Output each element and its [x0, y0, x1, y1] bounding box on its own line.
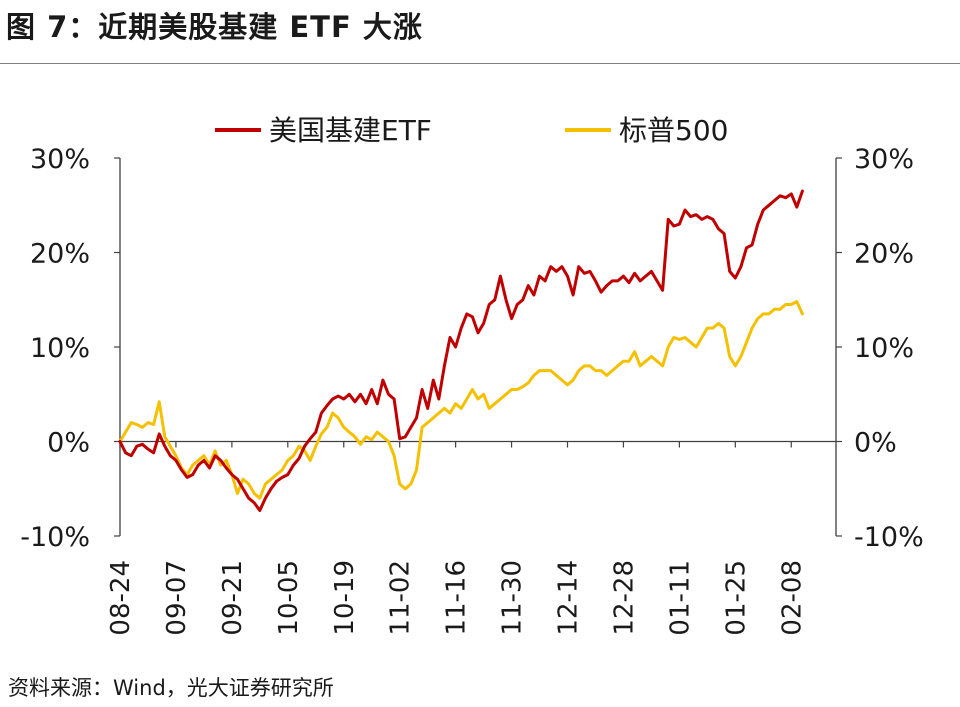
- y-tick-label-right: -10%: [854, 522, 924, 553]
- source-note: 资料来源：Wind，光大证券研究所: [8, 676, 334, 700]
- x-tick-label: 01-25: [721, 560, 751, 636]
- x-tick-label: 12-28: [609, 560, 639, 636]
- x-tick-label: 10-05: [274, 560, 304, 636]
- x-tick-label: 08-24: [106, 560, 136, 636]
- x-tick-label: 02-08: [777, 560, 807, 636]
- legend-label-infrastructure-etf: 美国基建ETF: [269, 114, 432, 147]
- title-divider: [0, 63, 960, 64]
- x-tick-label: 10-19: [330, 560, 360, 636]
- series-line-sp500: [118, 300, 804, 500]
- y-tick-label-left: 20%: [30, 239, 90, 270]
- y-tick-label-left: -10%: [20, 522, 90, 553]
- y-tick-label-left: 30%: [30, 144, 90, 175]
- legend-label-sp500: 标普500: [619, 114, 728, 147]
- x-tick-label: 11-02: [386, 560, 416, 636]
- y-tick-label-right: 30%: [854, 144, 914, 175]
- series-lines: [118, 189, 804, 512]
- x-axis-ticks: 08-24 09-07 09-21 10-05 10-19 11-02 11-16 11-30…: [106, 441, 807, 636]
- x-tick-label: 09-07: [162, 560, 192, 636]
- y-tick-label-right: 0%: [854, 428, 897, 459]
- y-axis-left-ticks: 30% 20% 10% 0% -10%: [20, 144, 120, 553]
- y-tick-label-right: 20%: [854, 239, 914, 270]
- x-tick-label: 11-30: [498, 560, 528, 636]
- series-line-infrastructure-etf: [118, 189, 804, 512]
- legend: 美国基建ETF 标普500: [215, 114, 728, 147]
- figure-title: 图 7：近期美股基建 ETF 大涨: [6, 10, 423, 44]
- x-tick-label: 09-21: [218, 560, 248, 636]
- y-axis-right-ticks: 30% 20% 10% 0% -10%: [836, 144, 924, 553]
- x-tick-label: 01-11: [665, 560, 695, 636]
- x-tick-label: 11-16: [442, 560, 472, 636]
- x-tick-label: 12-14: [554, 560, 584, 636]
- y-tick-label-right: 10%: [854, 333, 914, 364]
- y-tick-label-left: 10%: [30, 333, 90, 364]
- y-tick-label-left: 0%: [47, 428, 90, 459]
